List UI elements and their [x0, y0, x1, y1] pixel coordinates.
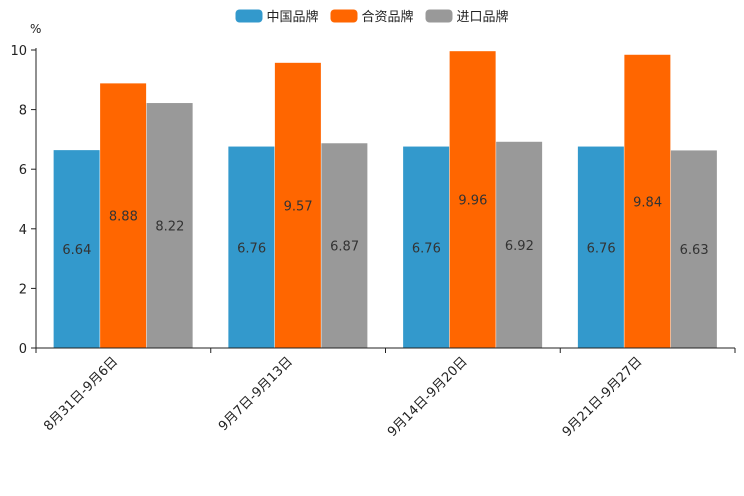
legend-swatch [425, 9, 453, 23]
legend-label: 合资品牌 [362, 9, 414, 25]
data-label: 6.87 [330, 240, 359, 255]
legend-swatch [235, 9, 263, 23]
y-tick-label: 2 [19, 282, 27, 297]
data-label: 6.92 [505, 239, 534, 254]
data-label: 9.84 [633, 195, 662, 210]
bar [624, 54, 671, 348]
bar [100, 83, 147, 348]
data-label: 6.76 [412, 241, 441, 256]
bar [496, 141, 543, 348]
bar [449, 51, 496, 348]
data-label: 9.57 [284, 199, 313, 214]
y-tick-label: 0 [19, 342, 27, 357]
data-label: 8.22 [155, 220, 184, 235]
y-tick-label: 8 [19, 104, 27, 119]
x-tick-label: 8月31日-9月6日 [41, 354, 121, 434]
data-label: 9.96 [458, 194, 487, 209]
bar [228, 146, 275, 348]
x-tick-label: 9月7日-9月13日 [216, 354, 296, 434]
y-axis: 0 2 4 6 8 10 [10, 44, 37, 357]
legend: 中国品牌 合资品牌 进口品牌 [235, 9, 509, 25]
data-labels: 6.64 8.88 8.22 6.76 9.57 6.87 6.76 9.96 6.92 6.76… [62, 194, 708, 259]
bar [146, 103, 193, 348]
legend-swatch [330, 9, 358, 23]
y-axis-unit-label: % [30, 22, 41, 36]
data-label: 8.88 [109, 210, 138, 225]
y-tick-label: 10 [10, 44, 27, 59]
x-tick-label: 9月14日-9月20日 [385, 354, 471, 440]
x-tick-label: 9月21日-9月27日 [560, 354, 646, 440]
x-axis: 8月31日-9月6日 9月7日-9月13日 9月14日-9月20日 9月21日-9月2… [35, 347, 736, 440]
data-label: 6.64 [62, 243, 91, 258]
bar [670, 150, 717, 348]
data-label: 6.76 [237, 241, 266, 256]
legend-label: 进口品牌 [457, 9, 509, 25]
bar [321, 143, 368, 348]
bars [53, 51, 717, 349]
bar [274, 62, 321, 349]
data-label: 6.76 [587, 241, 616, 256]
bar [577, 146, 624, 348]
bar [403, 146, 450, 348]
legend-label: 中国品牌 [267, 9, 319, 25]
data-label: 6.63 [680, 243, 709, 258]
y-tick-label: 4 [19, 223, 27, 238]
bar [53, 150, 100, 348]
y-tick-label: 6 [19, 163, 27, 178]
